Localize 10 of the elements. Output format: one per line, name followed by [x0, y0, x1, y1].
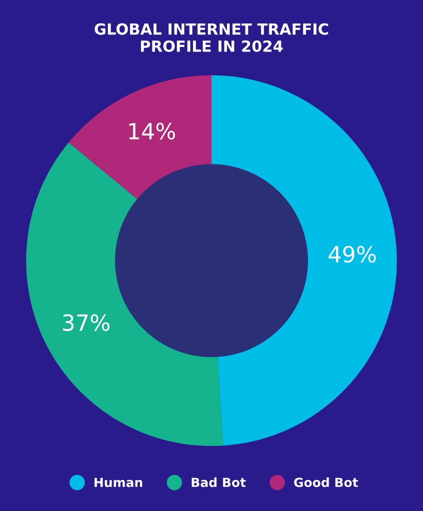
donut-slice	[68, 75, 212, 200]
legend-label: Human	[94, 478, 142, 488]
legend-label: Good Bot	[294, 477, 358, 488]
donut-slice	[212, 75, 397, 446]
donut-slice	[26, 142, 224, 446]
data-label: 37%	[62, 314, 110, 332]
data-label: 49%	[328, 246, 376, 263]
legend-label: Bad Bot	[192, 477, 246, 488]
data-label: 14%	[129, 122, 175, 140]
chart-title: GLOBAL INTERNET TRAFFIC PROFILE IN 2024	[94, 23, 328, 52]
